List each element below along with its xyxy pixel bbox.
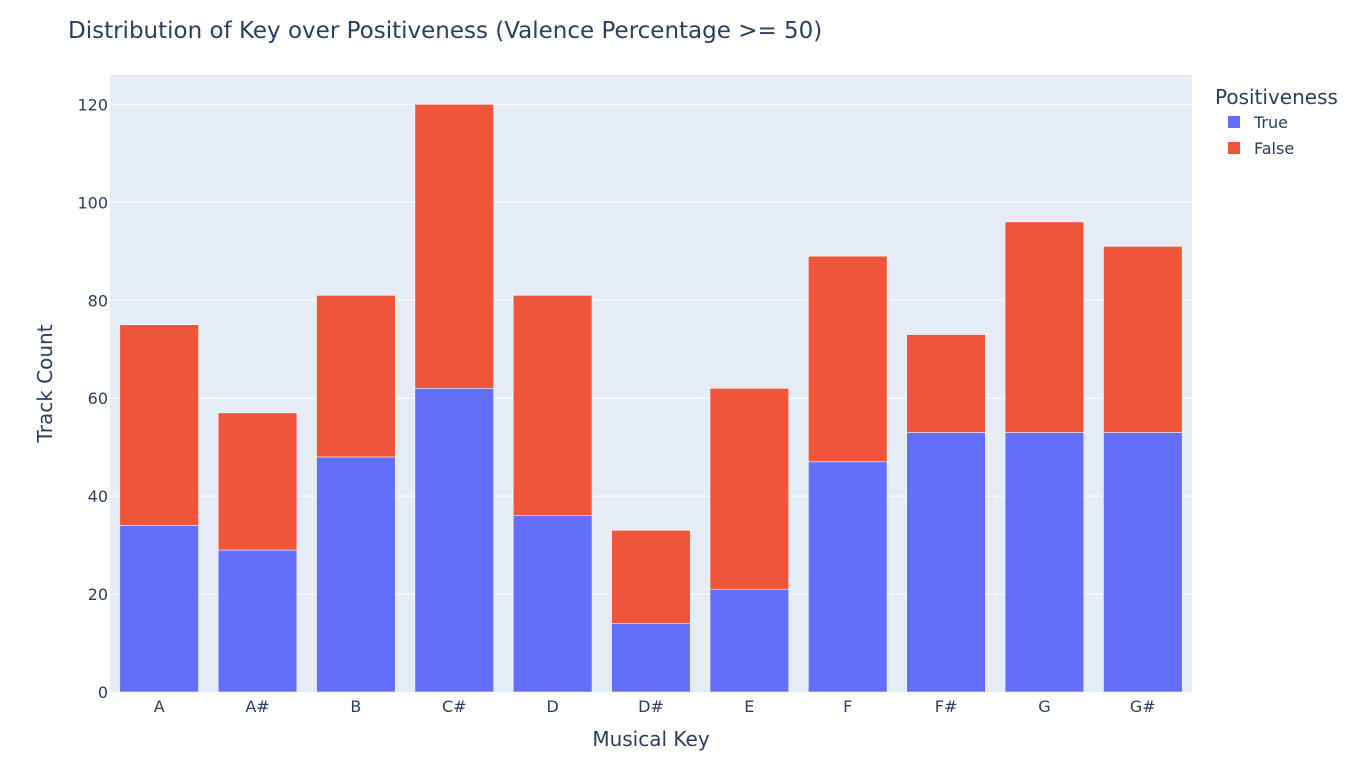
bar-false xyxy=(513,295,593,516)
y-tick-label: 100 xyxy=(77,193,108,212)
legend-title: Positiveness xyxy=(1215,85,1338,109)
x-tick-label: D xyxy=(546,697,558,716)
x-tick-label: B xyxy=(350,697,361,716)
bars xyxy=(119,104,1183,693)
bar-false xyxy=(119,324,199,526)
legend-items: True False xyxy=(1228,113,1294,158)
legend-label-true: True xyxy=(1253,113,1288,132)
bar-true xyxy=(906,432,986,693)
bar-false xyxy=(217,412,298,551)
chart-title: Distribution of Key over Positiveness (V… xyxy=(68,18,822,44)
bar-false xyxy=(414,104,494,389)
bar-false xyxy=(611,530,691,624)
y-tick-label: 60 xyxy=(88,389,108,408)
bar-false xyxy=(709,388,789,590)
bar-true xyxy=(119,525,199,693)
bar-true xyxy=(1103,432,1183,693)
x-tick-label: F xyxy=(843,697,852,716)
bar-true xyxy=(611,623,691,693)
bar-false xyxy=(1004,221,1085,433)
x-tick-label: G xyxy=(1038,697,1050,716)
y-tick-label: 80 xyxy=(88,291,108,310)
legend: Positiveness True False xyxy=(1215,85,1338,158)
x-tick-label: F# xyxy=(935,697,958,716)
y-tick-label: 0 xyxy=(98,683,108,702)
bar-false xyxy=(906,334,986,433)
bar-true xyxy=(414,388,494,693)
x-tick-label: A xyxy=(154,697,165,716)
bar-true xyxy=(709,588,789,693)
y-tick-label: 40 xyxy=(88,487,108,506)
legend-label-false: False xyxy=(1254,139,1294,158)
x-tick-label: D# xyxy=(638,697,664,716)
bar-true xyxy=(808,461,888,693)
legend-swatch-false xyxy=(1228,142,1240,154)
legend-swatch-true xyxy=(1228,116,1240,128)
x-tick-label: C# xyxy=(442,697,467,716)
bar-true xyxy=(217,549,298,693)
bar-true xyxy=(513,515,593,693)
y-tick-label: 20 xyxy=(88,585,108,604)
bar-true xyxy=(1004,432,1085,693)
bar-false xyxy=(316,295,396,458)
y-tick-label: 120 xyxy=(77,95,108,114)
y-axis-title: Track Count xyxy=(33,324,57,443)
bar-false xyxy=(1103,246,1183,433)
x-tick-label: G# xyxy=(1130,697,1156,716)
x-tick-label: E xyxy=(744,697,754,716)
x-axis-title: Musical Key xyxy=(592,727,709,751)
bar-true xyxy=(316,456,396,693)
x-tick-label: A# xyxy=(245,697,269,716)
x-axis-ticks: A A# B C# D D# E F F# G G# xyxy=(154,697,1156,716)
bar-false xyxy=(808,255,888,463)
y-axis-ticks: 0 20 40 60 80 100 120 xyxy=(77,95,108,702)
